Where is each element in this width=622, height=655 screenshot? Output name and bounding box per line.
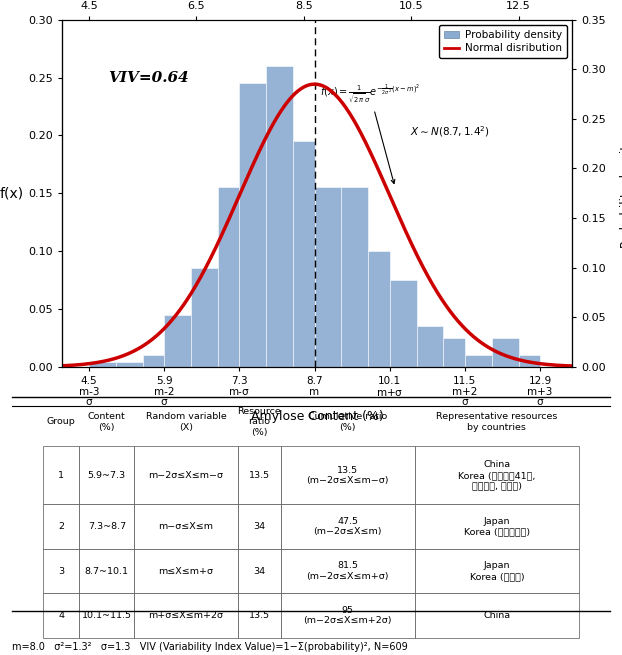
Bar	[443, 338, 465, 367]
Bar	[492, 338, 519, 367]
Text: VIV=0.64: VIV=0.64	[108, 71, 189, 85]
Bar	[368, 251, 390, 367]
Text: $X \sim N(8.7, 1.4^2)$: $X \sim N(8.7, 1.4^2)$	[410, 124, 490, 139]
Legend: Probability density, Normal disribution: Probability density, Normal disribution	[439, 25, 567, 58]
Bar	[293, 141, 315, 367]
Bar	[315, 187, 341, 367]
Bar	[116, 362, 142, 367]
Bar	[239, 83, 266, 367]
Y-axis label: f(x): f(x)	[0, 186, 24, 200]
Bar	[341, 187, 368, 367]
Bar	[465, 355, 492, 367]
Text: m=8.0   σ²=1.3²   σ=1.3   VIV (Variability Index Value)=1−Σ(probability)², N=609: m=8.0 σ²=1.3² σ=1.3 VIV (Variability Ind…	[12, 642, 408, 652]
Bar	[218, 187, 239, 367]
Bar	[519, 355, 540, 367]
X-axis label: Amylose Content (%): Amylose Content (%)	[251, 410, 384, 423]
Bar	[164, 315, 191, 367]
Bar	[390, 280, 417, 367]
Bar	[417, 326, 443, 367]
Bar	[266, 66, 293, 367]
Y-axis label: Probability density: Probability density	[620, 138, 622, 248]
Bar	[191, 269, 218, 367]
Bar	[142, 355, 164, 367]
Bar	[89, 362, 116, 367]
Text: $f(x)=\frac{1}{\sqrt{2\pi}\,\sigma}e^{-\frac{1}{2\sigma^2}(x-m)^2}$: $f(x)=\frac{1}{\sqrt{2\pi}\,\sigma}e^{-\…	[320, 83, 420, 183]
